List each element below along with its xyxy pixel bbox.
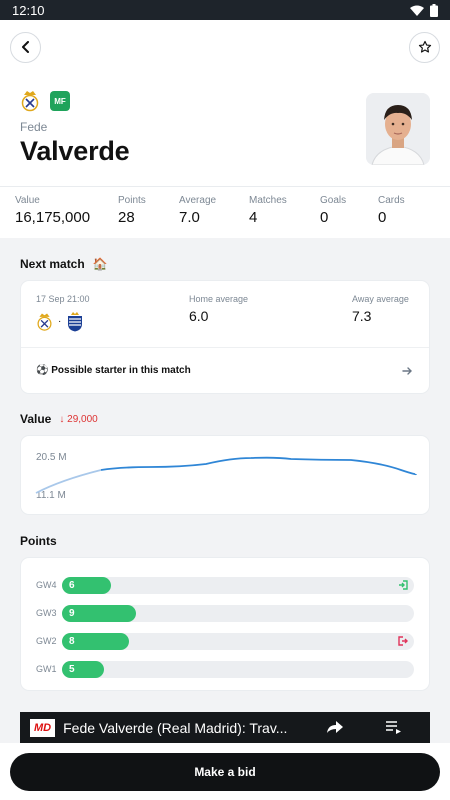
value-title: Value ↓ 29,000: [20, 412, 98, 426]
points-row-gw3: GW3 9: [36, 599, 414, 627]
share-icon[interactable]: [326, 720, 344, 734]
stat-average: Average 7.0: [179, 195, 217, 226]
stat-points: Points 28: [118, 195, 146, 226]
value-axis-max: 20.5 M: [36, 452, 67, 463]
points-bar: 8: [62, 632, 129, 650]
stat-value: Value 16,175,000: [15, 195, 91, 226]
value-line: [100, 456, 417, 476]
make-bid-button[interactable]: Make a bid: [10, 752, 440, 791]
points-row-gw4: GW4 6: [36, 571, 414, 599]
value-axis-min: 11.1 M: [36, 490, 66, 501]
match-date: 17 Sep 21:00: [36, 294, 90, 304]
status-time: 12:10: [12, 2, 45, 18]
points-row-gw1: GW1 5: [36, 655, 414, 683]
video-channel-logo: MD: [30, 718, 56, 737]
real-madrid-crest-icon: [37, 313, 52, 331]
value-chart: 20.5 M 11.1 M: [35, 452, 417, 501]
next-match-title: Next match 🏠: [20, 257, 108, 271]
points-row-gw2: GW2 8: [36, 627, 414, 655]
points-bar: 9: [62, 604, 136, 622]
real-madrid-crest-icon: [21, 91, 39, 112]
arrow-right-icon: [402, 366, 412, 375]
points-title: Points: [20, 534, 57, 548]
video-preview[interactable]: MD Fede Valverde (Real Madrid): Trav...: [20, 712, 430, 743]
playlist-icon[interactable]: [386, 721, 402, 734]
real-sociedad-crest-icon: [68, 312, 83, 332]
substitution-in-icon: [399, 579, 408, 590]
player-first-name: Fede: [20, 120, 48, 134]
battery-icon: [430, 3, 438, 17]
stats-row: Value 16,175,000 Points 28 Average 7.0 Matc…: [0, 186, 450, 238]
stat-matches: Matches 4: [249, 195, 287, 226]
substitution-out-icon: [398, 635, 408, 646]
next-match-card[interactable]: 17 Sep 21:00 · Home average: [20, 280, 430, 394]
favorite-button[interactable]: [409, 31, 440, 63]
wifi-icon: [410, 5, 424, 16]
stat-cards: Cards 0: [378, 195, 405, 226]
match-separator: ·: [58, 316, 62, 327]
status-bar: 12:10: [0, 0, 450, 20]
home-average-value: 6.0: [189, 308, 209, 324]
bottom-bar: Make a bid: [0, 743, 450, 800]
home-icon: 🏠: [92, 257, 108, 271]
chevron-left-icon: [21, 41, 29, 53]
video-title: Fede Valverde (Real Madrid): Trav...: [63, 719, 288, 736]
value-chart-card[interactable]: 20.5 M 11.1 M: [20, 435, 430, 515]
points-card: GW4 6 GW3 9 GW2 8 GW1 5: [20, 557, 430, 691]
player-header: MF Fede Valverde: [0, 74, 450, 186]
points-bar: 6: [62, 576, 112, 594]
value-change: ↓ 29,000: [59, 413, 98, 425]
player-last-name: Valverde: [20, 136, 130, 166]
value-line-start: [35, 469, 102, 494]
star-icon: [418, 40, 431, 53]
back-button[interactable]: [10, 31, 41, 63]
away-average-value: 7.3: [352, 308, 372, 324]
position-badge: MF: [50, 91, 70, 111]
stat-goals: Goals 0: [320, 195, 347, 226]
player-photo: [366, 93, 430, 165]
points-bar: 5: [62, 660, 105, 678]
possible-starter-row[interactable]: ⚽ Possible starter in this match: [21, 347, 429, 393]
